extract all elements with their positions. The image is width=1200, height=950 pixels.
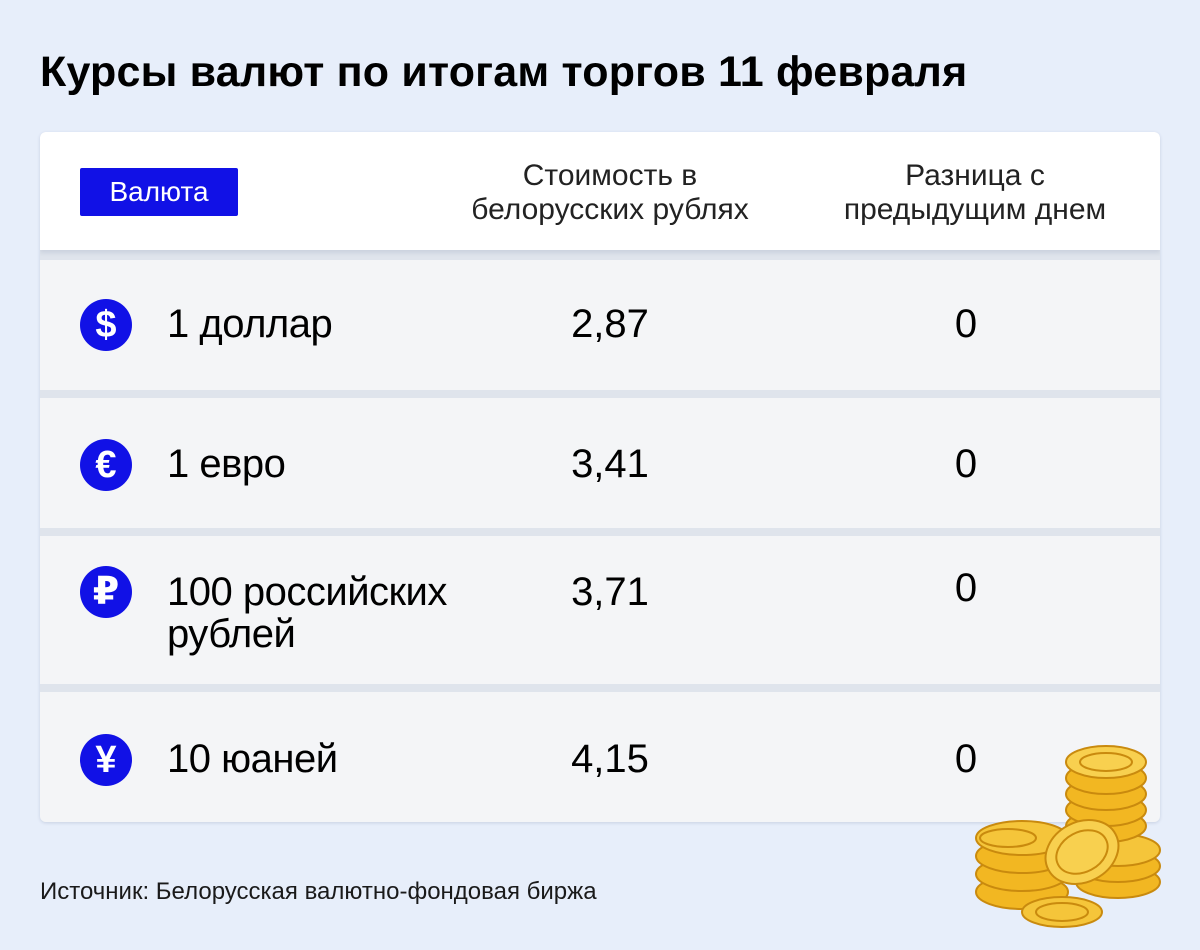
table-row: ¥ 10 юаней 4,15 0 bbox=[40, 692, 1160, 822]
diff-column-header: Разница с предыдущим днем bbox=[843, 159, 1107, 226]
currency-change: 0 bbox=[954, 737, 978, 781]
currency-column-header: Валюта bbox=[80, 168, 238, 216]
yuan-icon: ¥ bbox=[80, 734, 132, 786]
table-header: Валюта Стоимость в белорусских рублях Ра… bbox=[40, 132, 1160, 250]
currency-name: 1 евро bbox=[167, 442, 286, 486]
currency-name: 100 российских рублей bbox=[167, 570, 447, 656]
coins-stack-icon bbox=[975, 745, 1161, 928]
table-row: € 1 евро 3,41 0 bbox=[40, 398, 1160, 528]
currency-value: 4,15 bbox=[571, 737, 649, 781]
page-title: Курсы валют по итогам торгов 11 февраля bbox=[40, 48, 968, 96]
currency-change: 0 bbox=[954, 566, 978, 610]
currency-value: 2,87 bbox=[571, 302, 649, 346]
currency-value: 3,71 bbox=[571, 570, 649, 614]
ruble-icon: ₽ bbox=[80, 566, 132, 618]
currency-name: 10 юаней bbox=[167, 737, 338, 781]
table-row: ₽ 100 российских рублей 3,71 0 bbox=[40, 536, 1160, 684]
table-row: $ 1 доллар 2,87 0 bbox=[40, 260, 1160, 390]
price-column-header: Стоимость в белорусских рублях bbox=[471, 159, 749, 226]
currency-name: 1 доллар bbox=[167, 302, 333, 346]
dollar-icon: $ bbox=[80, 299, 132, 351]
euro-icon: € bbox=[80, 439, 132, 491]
currency-value: 3,41 bbox=[571, 442, 649, 486]
exchange-rates-table: Валюта Стоимость в белорусских рублях Ра… bbox=[40, 132, 1160, 822]
currency-change: 0 bbox=[954, 442, 978, 486]
currency-change: 0 bbox=[954, 302, 978, 346]
source-note: Источник: Белорусская валютно-фондовая б… bbox=[40, 878, 597, 905]
